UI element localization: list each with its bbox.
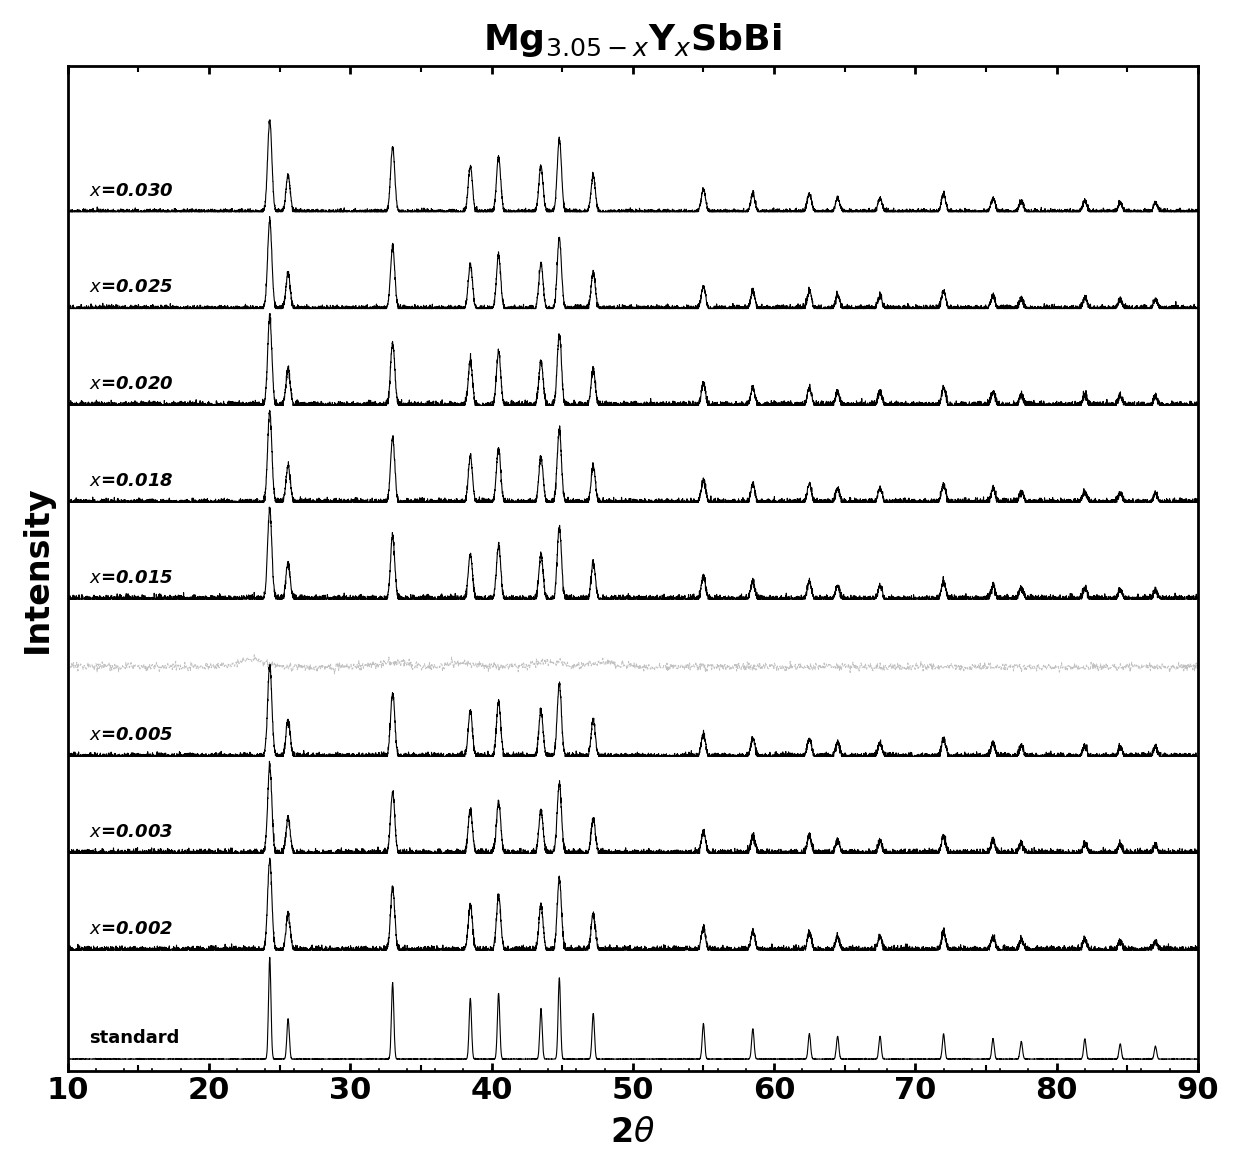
Text: standard: standard [89,1028,180,1047]
Text: $x$=0.018: $x$=0.018 [89,473,174,490]
Text: $x$=0.003: $x$=0.003 [89,824,174,841]
Y-axis label: Intensity: Intensity [21,486,53,653]
Text: $x$=0.002: $x$=0.002 [89,920,174,938]
Text: $x$=0.005: $x$=0.005 [89,727,174,744]
Text: $x$=0.020: $x$=0.020 [89,376,174,393]
X-axis label: 2$\theta$: 2$\theta$ [610,1116,655,1149]
Title: Mg$_{3.05-x}$Y$_x$SbBi: Mg$_{3.05-x}$Y$_x$SbBi [484,21,782,58]
Text: $x$=0.030: $x$=0.030 [89,181,174,200]
Text: $x$=0.025: $x$=0.025 [89,278,174,296]
Text: $x$=0.015: $x$=0.015 [89,569,174,587]
